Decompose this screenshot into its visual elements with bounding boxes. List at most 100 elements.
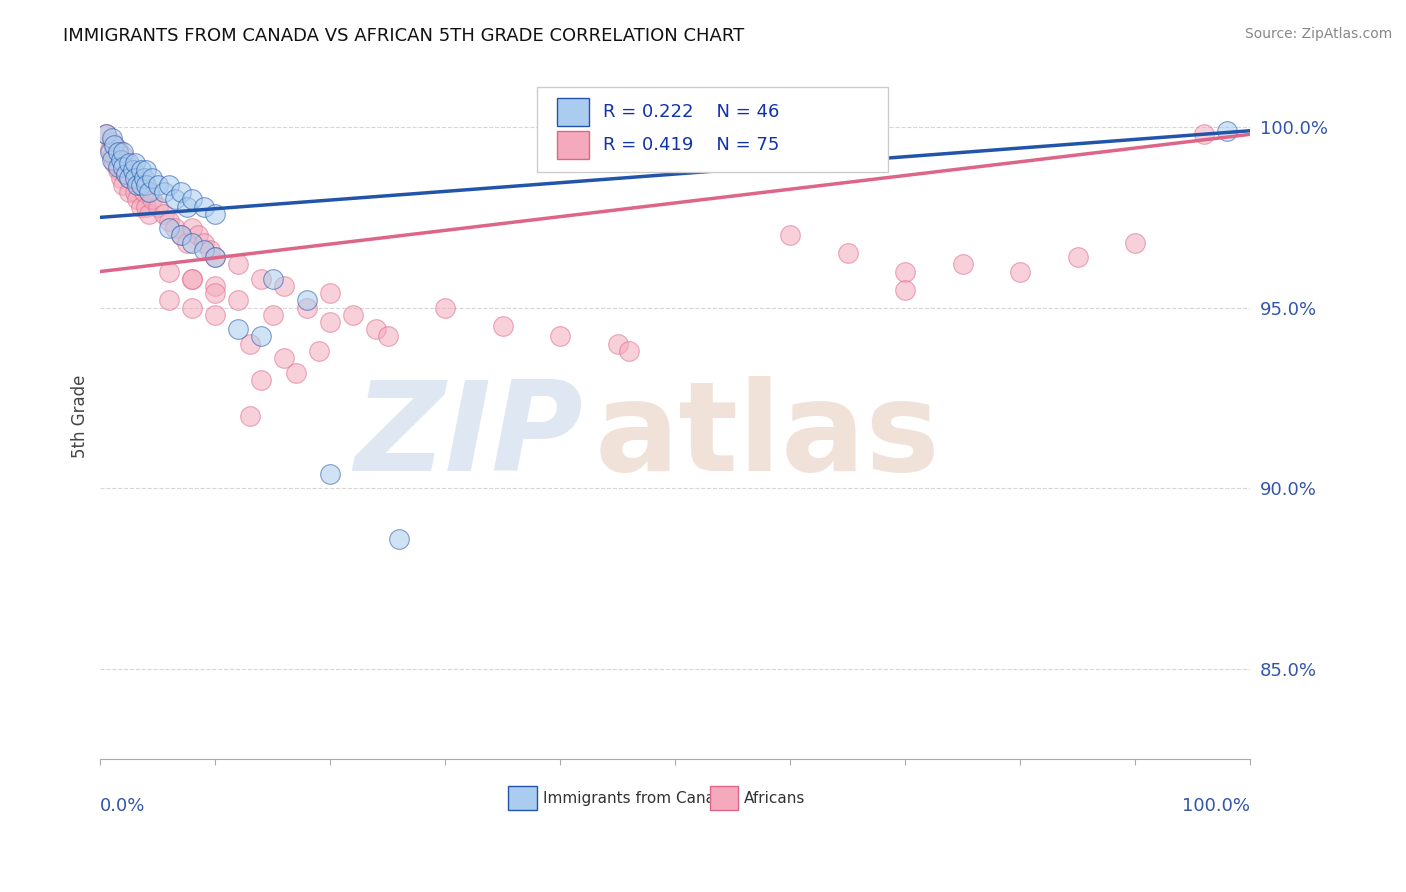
Point bbox=[152, 207, 174, 221]
Point bbox=[187, 228, 209, 243]
Point bbox=[204, 279, 226, 293]
Point bbox=[129, 178, 152, 192]
Text: ZIP: ZIP bbox=[354, 376, 583, 497]
Point bbox=[101, 135, 124, 149]
Point bbox=[193, 235, 215, 250]
Point bbox=[548, 329, 571, 343]
Point bbox=[118, 156, 141, 170]
Point bbox=[262, 271, 284, 285]
Text: 100.0%: 100.0% bbox=[1182, 797, 1250, 814]
Point bbox=[157, 221, 180, 235]
Point bbox=[146, 178, 169, 192]
Point bbox=[107, 145, 129, 160]
Point bbox=[297, 293, 319, 308]
Point bbox=[181, 235, 204, 250]
Point bbox=[112, 145, 135, 160]
Point bbox=[124, 185, 146, 199]
Point bbox=[1010, 264, 1032, 278]
Point bbox=[94, 128, 117, 142]
Point bbox=[94, 128, 117, 142]
Point bbox=[226, 322, 249, 336]
Bar bbox=[557, 131, 589, 159]
Point bbox=[165, 221, 187, 235]
Point bbox=[138, 207, 160, 221]
Text: R = 0.419    N = 75: R = 0.419 N = 75 bbox=[603, 136, 779, 154]
Point bbox=[129, 178, 152, 192]
Point bbox=[664, 156, 686, 170]
Point bbox=[204, 286, 226, 301]
Point bbox=[107, 163, 129, 178]
Point bbox=[138, 185, 160, 199]
Point bbox=[894, 264, 917, 278]
Point bbox=[110, 170, 132, 185]
Point bbox=[110, 153, 132, 167]
Point bbox=[204, 250, 226, 264]
Point bbox=[132, 185, 155, 199]
Point bbox=[101, 131, 124, 145]
Point bbox=[181, 221, 204, 235]
Point bbox=[284, 366, 307, 380]
Point bbox=[366, 322, 388, 336]
Point bbox=[297, 301, 319, 315]
Point bbox=[273, 279, 295, 293]
Point bbox=[193, 200, 215, 214]
Point bbox=[262, 308, 284, 322]
Point bbox=[319, 467, 342, 481]
Point bbox=[118, 170, 141, 185]
Y-axis label: 5th Grade: 5th Grade bbox=[72, 375, 89, 458]
Point bbox=[606, 336, 628, 351]
Point bbox=[129, 200, 152, 214]
Bar bbox=[710, 786, 738, 810]
Text: IMMIGRANTS FROM CANADA VS AFRICAN 5TH GRADE CORRELATION CHART: IMMIGRANTS FROM CANADA VS AFRICAN 5TH GR… bbox=[63, 27, 745, 45]
Point bbox=[101, 153, 124, 167]
Point bbox=[118, 170, 141, 185]
Point bbox=[204, 207, 226, 221]
Point bbox=[124, 170, 146, 185]
Point bbox=[107, 142, 129, 156]
Point bbox=[273, 351, 295, 365]
Point bbox=[1066, 250, 1088, 264]
Point bbox=[112, 178, 135, 192]
Point bbox=[250, 271, 273, 285]
Point bbox=[135, 178, 157, 192]
Point bbox=[152, 185, 174, 199]
Point bbox=[141, 170, 163, 185]
Point bbox=[1216, 124, 1239, 138]
Point bbox=[118, 185, 141, 199]
Point bbox=[779, 228, 801, 243]
Point bbox=[127, 178, 149, 192]
Point bbox=[170, 185, 193, 199]
Point bbox=[165, 192, 187, 206]
Point bbox=[146, 200, 169, 214]
Text: Africans: Africans bbox=[744, 790, 806, 805]
Point bbox=[112, 163, 135, 178]
Text: 0.0%: 0.0% bbox=[100, 797, 146, 814]
Text: R = 0.222    N = 46: R = 0.222 N = 46 bbox=[603, 103, 779, 121]
Point bbox=[492, 318, 515, 333]
Point bbox=[181, 192, 204, 206]
Point bbox=[239, 409, 262, 423]
Point bbox=[308, 343, 330, 358]
Point bbox=[176, 235, 198, 250]
Point bbox=[619, 343, 641, 358]
Point bbox=[103, 156, 125, 170]
Point bbox=[319, 286, 342, 301]
Point bbox=[342, 308, 364, 322]
Point bbox=[103, 138, 125, 153]
Point bbox=[226, 257, 249, 271]
Point bbox=[114, 156, 136, 170]
Point bbox=[107, 160, 129, 174]
Point bbox=[388, 532, 411, 546]
Point bbox=[226, 293, 249, 308]
Point bbox=[121, 163, 143, 178]
Point bbox=[141, 192, 163, 206]
Point bbox=[198, 243, 221, 257]
Point bbox=[170, 228, 193, 243]
Point bbox=[101, 149, 124, 163]
Point bbox=[181, 301, 204, 315]
Point bbox=[124, 170, 146, 185]
Point bbox=[157, 293, 180, 308]
Point bbox=[319, 315, 342, 329]
Point bbox=[1192, 128, 1215, 142]
Point bbox=[894, 283, 917, 297]
